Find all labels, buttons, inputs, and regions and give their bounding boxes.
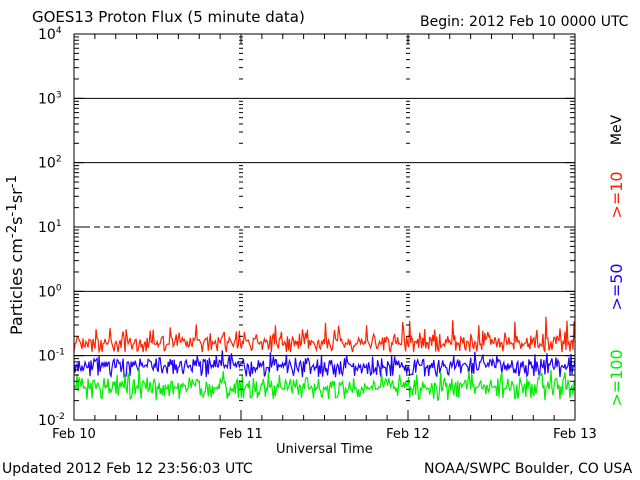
series-line <box>73 350 576 379</box>
y-tick-exponent: 0 <box>56 283 62 293</box>
chart-title: GOES13 Proton Flux (5 minute data) <box>32 8 305 26</box>
x-tick-label: Feb 12 <box>386 427 430 442</box>
y-tick-label: 104 <box>38 26 62 43</box>
y-tick-exponent: 1 <box>56 219 62 229</box>
series-line <box>73 367 576 402</box>
y-tick-label: 103 <box>38 90 62 107</box>
footer-updated: Updated 2012 Feb 12 23:56:03 UTC <box>2 461 253 477</box>
x-tick-label: Feb 11 <box>219 427 263 442</box>
y-tick-label: 101 <box>38 219 62 236</box>
y-tick-exponent: 3 <box>56 90 62 100</box>
x-tick-label: Feb 10 <box>52 427 96 442</box>
tick-group: 1 0 -2 10-1 100 101 102 103 104 Feb 10 Feb 11 Feb 1… <box>38 26 597 442</box>
y-tick-label: 10-1 <box>38 348 65 365</box>
grid-group <box>74 36 575 402</box>
y-tick-exponent: 2 <box>56 155 62 165</box>
y-tick-exponent: -1 <box>56 348 65 358</box>
y-tick-exponent: 4 <box>56 26 62 36</box>
y-tick-label: 102 <box>38 155 62 172</box>
x-axis-title: Universal Time <box>276 442 373 457</box>
begin-label: Begin: 2012 Feb 10 0000 UTC <box>420 14 629 30</box>
y-tick-label: 100 <box>38 283 62 300</box>
series-line <box>73 316 576 354</box>
footer-credit: NOAA/SWPC Boulder, CO USA <box>424 461 633 477</box>
series-group <box>73 316 576 402</box>
x-tick-label: Feb 13 <box>553 427 597 442</box>
y-tick-exponent: -2 <box>56 412 65 422</box>
